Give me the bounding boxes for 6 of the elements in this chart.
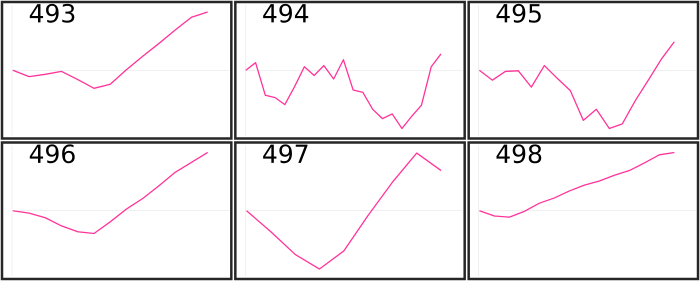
chart-title: 493	[30, 4, 74, 23]
chart-title: 496	[30, 144, 75, 164]
chart-title: 495	[496, 4, 541, 23]
chart-title: 497	[263, 144, 308, 164]
chart-title: 494	[263, 4, 308, 23]
chart-title: 498	[496, 144, 542, 164]
